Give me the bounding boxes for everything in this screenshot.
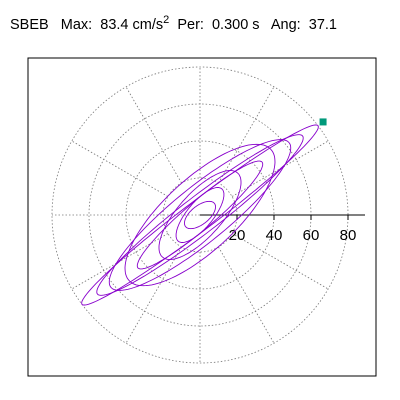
grid-spoke-150 [71,140,169,197]
per-value: 0.300 s [211,17,260,33]
max-label: Max: [60,17,93,33]
trace-orbit-4 [124,143,276,287]
trace-orbit-7 [175,187,225,243]
trace-orbit-1 [81,124,319,306]
max-unit: cm/s [132,17,164,33]
grid-spoke-300 [218,246,275,344]
ang-label: Ang: [270,17,301,33]
trace-orbit-6 [158,170,242,260]
particle-motion-trace [81,124,319,306]
trace-orbit-3 [108,139,292,291]
grid-spoke-240 [125,246,182,344]
grid-spoke-330 [231,233,329,290]
ang-value: 37.1 [308,17,337,33]
radial-tick-label-40: 40 [266,227,283,244]
radial-tick-label-80: 80 [340,227,357,244]
radial-tick-label-60: 60 [303,227,320,244]
plot-frame [27,57,377,377]
record-header: SBEB Max: 83.4 cm/s2 Per: 0.300 s Ang: 3… [10,15,337,33]
max-unit-exponent: 2 [163,14,170,26]
radial-tick-label-20: 20 [229,227,246,244]
station-code: SBEB [10,17,49,33]
grid-spoke-120 [125,86,182,184]
radial-axis: 20 40 60 80 [200,214,365,244]
peak-marker-group [319,118,327,126]
max-value: 83.4 [100,17,129,33]
per-label: Per: [177,17,204,33]
trace-orbit-8 [184,200,216,230]
grid-spoke-60 [218,86,275,184]
peak-marker [319,118,327,126]
trace-orbit-2 [96,134,304,296]
trace-orbit-5 [136,160,264,270]
